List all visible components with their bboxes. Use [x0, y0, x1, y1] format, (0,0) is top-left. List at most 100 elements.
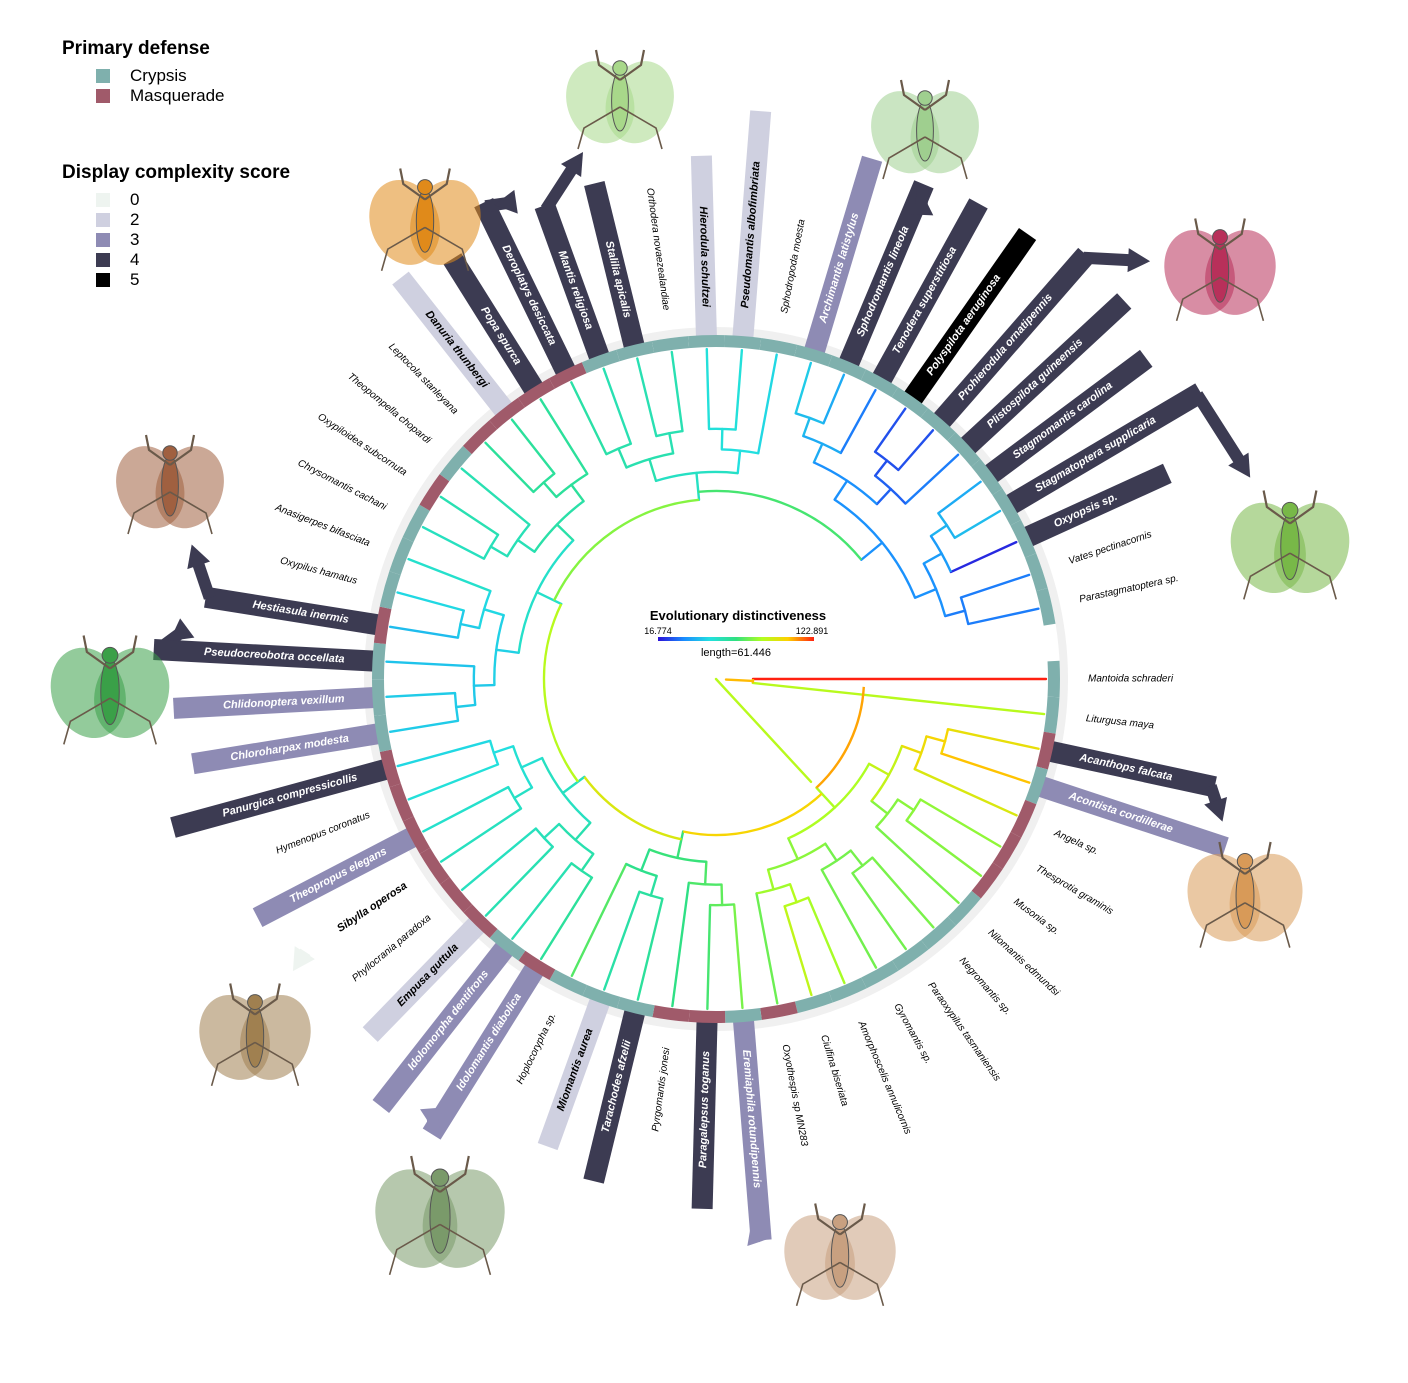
defense-segment [947, 890, 981, 926]
branch [676, 830, 685, 860]
branch [703, 860, 708, 886]
tip-label: Panurgica compressicollis [221, 771, 359, 819]
branch [766, 868, 775, 891]
tip-label: Gyromantis sp. [891, 1002, 933, 1066]
defense-segment [828, 977, 867, 1003]
arrow-head [1127, 248, 1151, 273]
branch [824, 842, 838, 862]
branch [815, 686, 865, 789]
defense-segment [1010, 519, 1037, 558]
defense-segment [1025, 766, 1048, 805]
branch [439, 807, 523, 863]
tip-label: Oxyothespis sp MN283 [780, 1044, 810, 1148]
defense-segment [371, 642, 386, 680]
branch [794, 361, 813, 415]
tip-label: Hoplocorypha sp. [515, 1011, 559, 1086]
colorbar-length: length=61.446 [701, 647, 771, 659]
defense-segment [891, 387, 929, 418]
branch [905, 819, 983, 877]
tip-label: Vates pectinacornis [1067, 529, 1153, 567]
legend-label: 4 [130, 250, 140, 269]
legend-display-item: 2 [62, 210, 290, 230]
defense-segment [861, 960, 899, 989]
branch [574, 821, 592, 842]
legend-swatch [96, 213, 110, 227]
defense-segment [1047, 660, 1060, 698]
defense-segment [688, 1009, 726, 1023]
spiny-flower-mantis-icon [50, 635, 170, 745]
branch [460, 827, 538, 891]
legend-primary-defense: Primary defense Crypsis Masquerade [62, 38, 225, 106]
branch [871, 856, 935, 929]
branch [539, 876, 594, 961]
defense-segment [439, 445, 472, 482]
branch [648, 457, 658, 483]
defense-segment [1036, 587, 1056, 626]
branch [602, 367, 633, 445]
tip-label: Empusa guttula [395, 941, 461, 1009]
display-band [1005, 383, 1206, 514]
legend-display-item: 5 [62, 270, 290, 290]
display-band [392, 271, 513, 417]
arrow-head [169, 618, 195, 642]
display-band [838, 180, 934, 368]
legend-label: Crypsis [130, 66, 187, 85]
branch [949, 540, 1018, 574]
legend-display-item: 0 [62, 190, 290, 210]
branch [873, 459, 889, 477]
branch [439, 495, 500, 536]
branch [943, 609, 967, 618]
display-band [1037, 776, 1229, 858]
display-band [584, 181, 645, 350]
defense-segment [489, 928, 526, 961]
legend-display-item: 4 [62, 250, 290, 270]
display-band [443, 253, 544, 395]
branch [937, 480, 982, 515]
defense-segment [652, 1005, 690, 1022]
branch [407, 557, 492, 593]
branch [922, 552, 943, 565]
branch [385, 691, 457, 699]
defense-segment [616, 341, 655, 362]
branch [751, 681, 1046, 716]
legend-swatch [96, 89, 110, 103]
branch [851, 872, 907, 951]
branch [389, 719, 460, 733]
branch [671, 881, 690, 1008]
display-band [537, 997, 611, 1151]
defense-segment [971, 862, 1003, 899]
branch [787, 837, 799, 861]
branch [706, 903, 712, 1011]
defense-segment [373, 714, 392, 752]
branch [900, 744, 923, 755]
branch [734, 348, 744, 431]
display-band [583, 1008, 646, 1184]
tip-label: Anasigerpes bifasciata [273, 502, 372, 549]
branch [815, 786, 836, 809]
legend-defense-item: Masquerade [62, 86, 225, 106]
defense-segment [581, 349, 620, 374]
display-band [732, 1019, 772, 1242]
branch [670, 350, 684, 433]
branch [849, 849, 864, 867]
tip-label: Theopropus elegans [288, 845, 389, 905]
branch [539, 398, 589, 476]
branch [459, 622, 481, 630]
defense-segment [389, 537, 414, 576]
branch [516, 538, 536, 553]
branch [385, 660, 476, 668]
branch [396, 591, 465, 612]
defense-segment [920, 408, 956, 441]
tree-branches [385, 347, 1048, 1011]
display-band [474, 198, 576, 377]
defense-segment [402, 504, 430, 543]
branch [520, 756, 544, 769]
tip-label: Popa spurca [478, 305, 523, 367]
defense-segment [992, 832, 1022, 870]
branch [802, 416, 811, 438]
tip-label: Chrysomantis cachani [296, 458, 389, 513]
display-band [983, 349, 1153, 484]
branch [695, 471, 701, 502]
branch [870, 799, 889, 815]
defense-segment [794, 344, 833, 367]
